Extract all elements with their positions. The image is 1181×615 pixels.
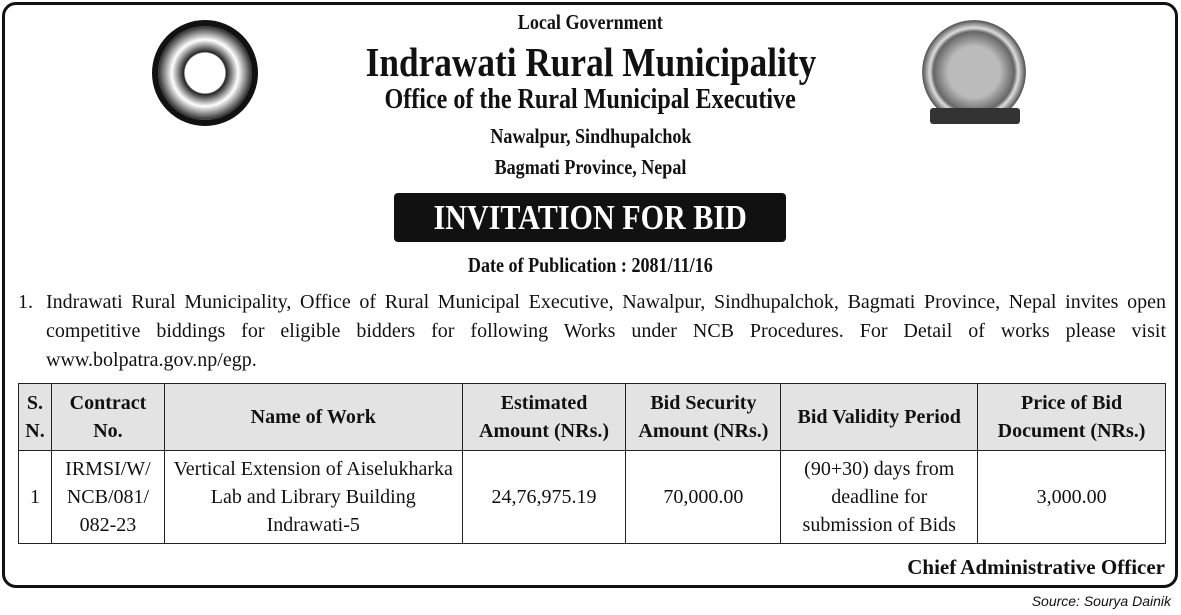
table-cell: 3,000.00 <box>977 450 1166 544</box>
table-cell: 70,000.00 <box>625 450 782 544</box>
table-cell: IRMSI/W/ NCB/081/ 082-23 <box>50 450 165 544</box>
table-cell: 1 <box>18 450 52 544</box>
column-header: Bid Security Amount (NRs.) <box>625 383 782 451</box>
bid-table: S. N. Contract No. Name of Work Estimated A… <box>18 383 1166 544</box>
nepal-emblem-icon <box>152 20 258 126</box>
table-cell: Vertical Extension of Aiselukharka Lab a… <box>163 450 463 544</box>
source-credit: Source: Sourya Dainik <box>1031 593 1171 609</box>
table-header-row: S. N. Contract No. Name of Work Estimated A… <box>18 383 1166 451</box>
signature: Chief Administrative Officer <box>907 555 1165 579</box>
publication-date: Date of Publication : 2081/11/16 <box>468 253 713 277</box>
pretitle: Local Government <box>518 10 663 34</box>
column-header: Bid Validity Period <box>780 383 979 451</box>
address-line-2: Bagmati Province, Nepal <box>494 155 687 179</box>
paragraph-text: Indrawati Rural Municipality, Office of … <box>46 291 1166 371</box>
emblem-ribbon <box>930 108 1020 124</box>
page-title: Indrawati Rural Municipality <box>365 39 816 85</box>
column-header: Price of Bid Document (NRs.) <box>977 383 1166 451</box>
table-cell: 24,76,975.19 <box>461 450 627 544</box>
invitation-banner: INVITATION FOR BID <box>394 193 786 242</box>
paragraph-number: 1. <box>18 291 33 313</box>
column-header: Contract No. <box>50 383 165 451</box>
notice-paragraph: 1. Indrawati Rural Municipality, Office … <box>18 288 1166 375</box>
notice-frame <box>2 2 1178 588</box>
column-header: Name of Work <box>163 383 463 451</box>
municipality-emblem-icon <box>922 20 1026 124</box>
column-header: Estimated Amount (NRs.) <box>461 383 627 451</box>
address-line-1: Nawalpur, Sindhupalchok <box>489 124 692 148</box>
table-row: 1 IRMSI/W/ NCB/081/ 082-23 Vertical Extens… <box>18 450 1166 544</box>
table-cell: (90+30) days from deadline for submissio… <box>780 450 979 544</box>
office-subtitle: Office of the Rural Municipal Executive <box>384 84 797 115</box>
column-header: S. N. <box>18 383 52 451</box>
